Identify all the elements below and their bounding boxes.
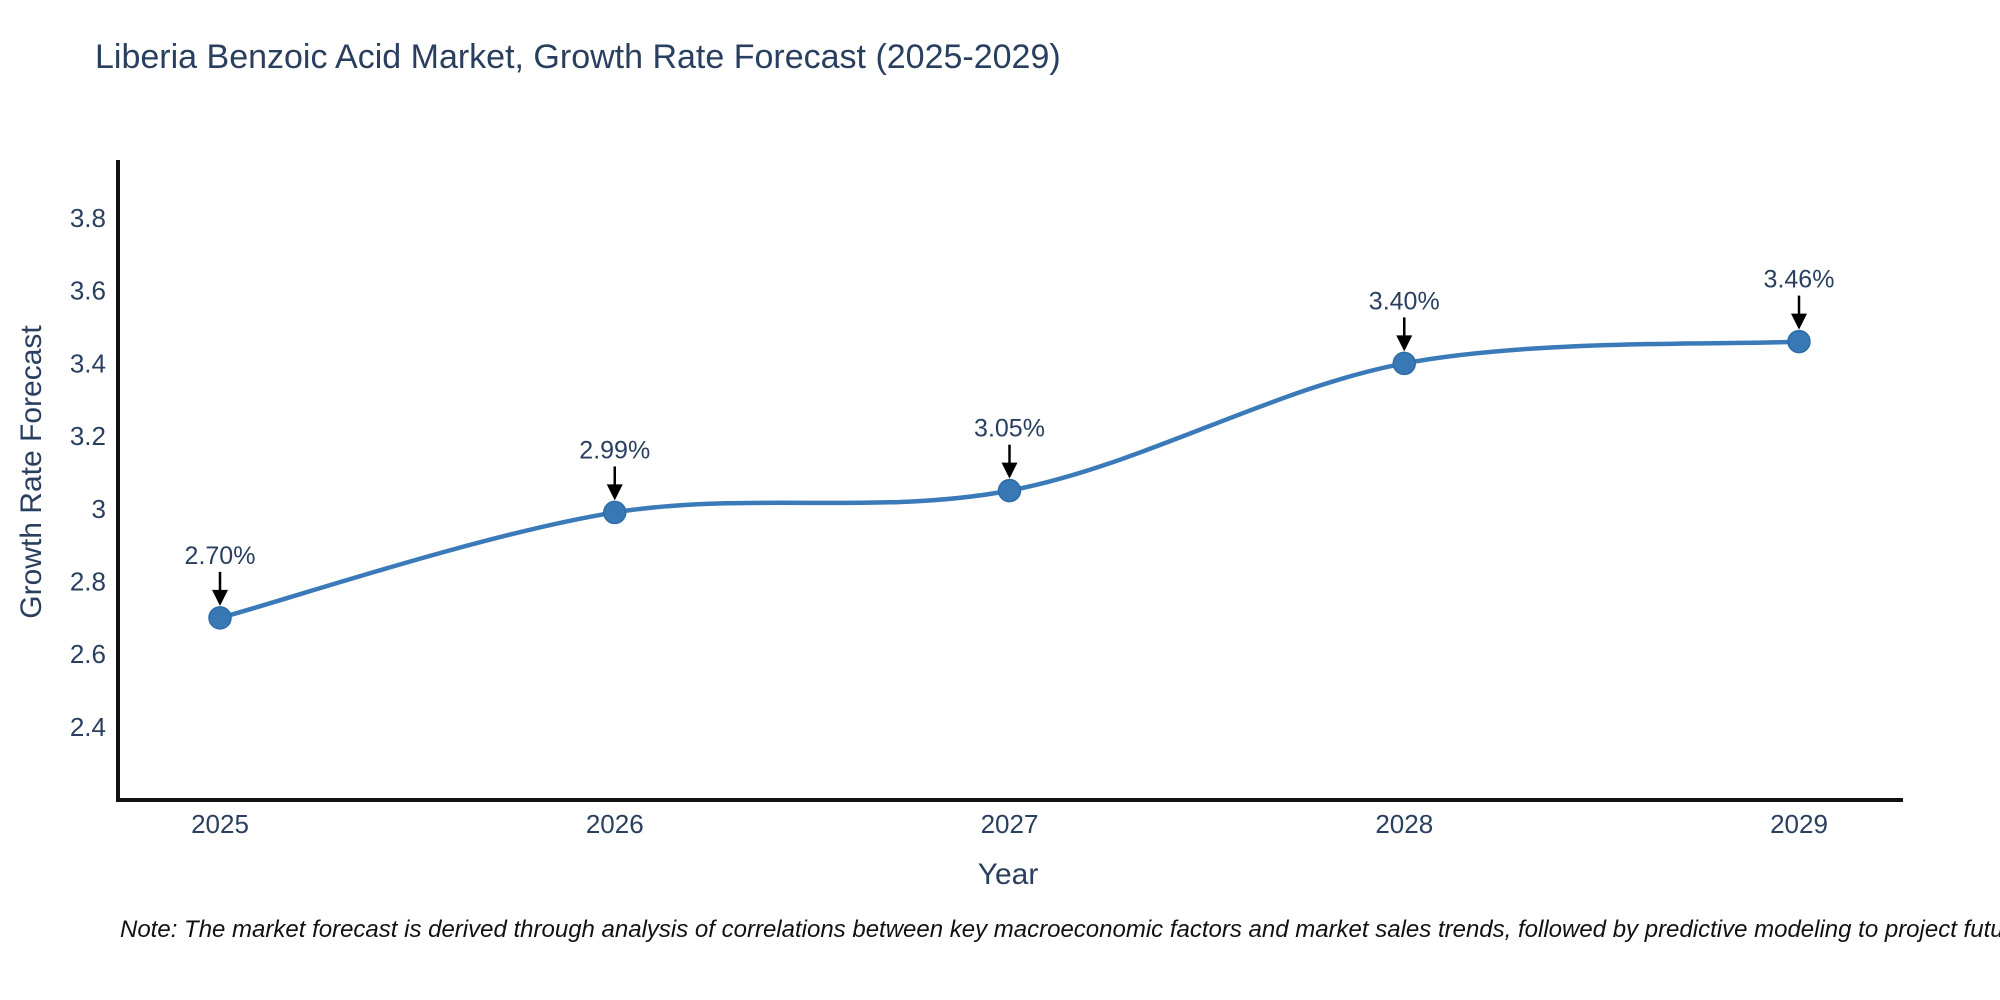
y-tick-label: 3.8 [70,203,106,233]
y-tick-label: 2.6 [70,639,106,669]
data-point-2028[interactable] [1392,351,1416,376]
y-tick-label: 3.4 [70,348,106,378]
data-point-2026[interactable] [603,500,627,525]
annotation-arrow-head [606,484,623,501]
y-tick-label: 3.2 [70,421,106,451]
y-tick-label: 3 [92,494,106,524]
data-label: 2.99% [579,436,650,464]
x-tick-label: 2025 [191,809,249,839]
y-tick-label: 2.8 [70,567,106,597]
data-label: 3.05% [974,415,1045,443]
x-tick-label: 2026 [586,809,644,839]
data-point-2025[interactable] [208,606,232,630]
y-tick-label: 2.4 [70,712,106,742]
annotation-arrow-head [1791,313,1807,330]
chart-title: Liberia Benzoic Acid Market, Growth Rate… [95,38,1061,76]
data-label: 3.40% [1369,287,1440,315]
axis-lines [116,160,1903,802]
annotation-arrow-head [1001,462,1018,479]
y-tick-label: 3.6 [70,276,106,306]
data-point-2029[interactable] [1787,329,1811,354]
x-tick-label: 2028 [1375,809,1433,839]
annotation-arrow-head [212,589,228,606]
annotation-arrow-head [1396,335,1413,352]
data-point-2027[interactable] [997,478,1022,503]
x-axis-title: Year [977,858,1039,891]
data-label: 3.46% [1764,266,1835,294]
footnote: Note: The market forecast is derived thr… [120,916,2000,943]
data-label: 2.70% [185,542,256,570]
x-tick-label: 2027 [981,809,1039,839]
x-tick-label: 2029 [1770,809,1828,839]
y-axis-title: Growth Rate Forecast [15,325,48,619]
